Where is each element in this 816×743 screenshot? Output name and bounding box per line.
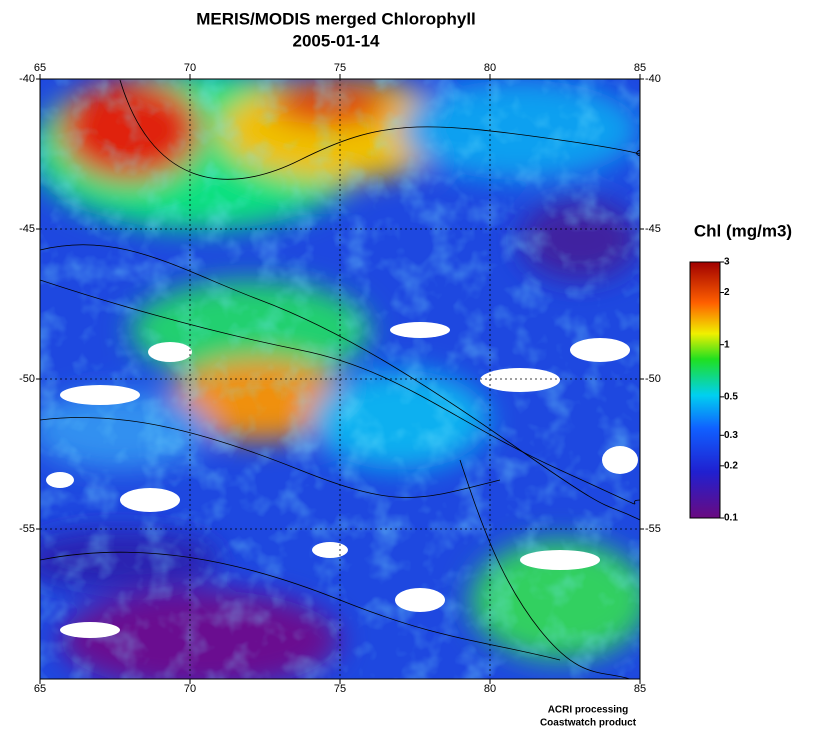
colorbar-tick-label: 1 xyxy=(724,339,730,350)
y-tick-label: -55 xyxy=(645,523,661,535)
chlorophyll-image xyxy=(40,79,640,679)
y-tick-label: -45 xyxy=(645,223,661,235)
x-tick-label: 65 xyxy=(34,683,46,695)
y-tick-label: -50 xyxy=(19,373,35,385)
y-tick-label: -40 xyxy=(19,73,35,85)
colorbar-tick-label: 2 xyxy=(724,287,730,298)
map-title: MERIS/MODIS merged Chlorophyll xyxy=(196,9,476,28)
colorbar-tick-label: 0.2 xyxy=(724,460,738,471)
x-tick-label: 80 xyxy=(484,683,496,695)
x-tick-label: 70 xyxy=(184,683,196,695)
x-tick-label: 85 xyxy=(634,62,646,74)
y-tick-label: -45 xyxy=(19,223,35,235)
x-tick-label: 70 xyxy=(184,62,196,74)
footer-line: ACRI processing xyxy=(548,705,629,716)
colorbar-tick-label: 0.3 xyxy=(724,430,738,441)
x-tick-label: 80 xyxy=(484,62,496,74)
x-tick-label: 65 xyxy=(34,62,46,74)
y-tick-label: -40 xyxy=(645,73,661,85)
colorbar xyxy=(689,261,721,519)
x-tick-label: 85 xyxy=(634,683,646,695)
x-tick-label: 75 xyxy=(334,62,346,74)
colorbar-tick-label: 0.5 xyxy=(724,392,738,403)
y-tick-label: -50 xyxy=(645,373,661,385)
map-date: 2005-01-14 xyxy=(293,31,381,50)
colorbar-tick-label: 0.1 xyxy=(724,513,738,524)
footer-line: Coastwatch product xyxy=(540,718,637,729)
y-tick-label: -55 xyxy=(19,523,35,535)
colorbar-title: Chl (mg/m3) xyxy=(694,221,792,240)
x-tick-label: 75 xyxy=(334,683,346,695)
colorbar-tick-label: 3 xyxy=(724,257,730,268)
